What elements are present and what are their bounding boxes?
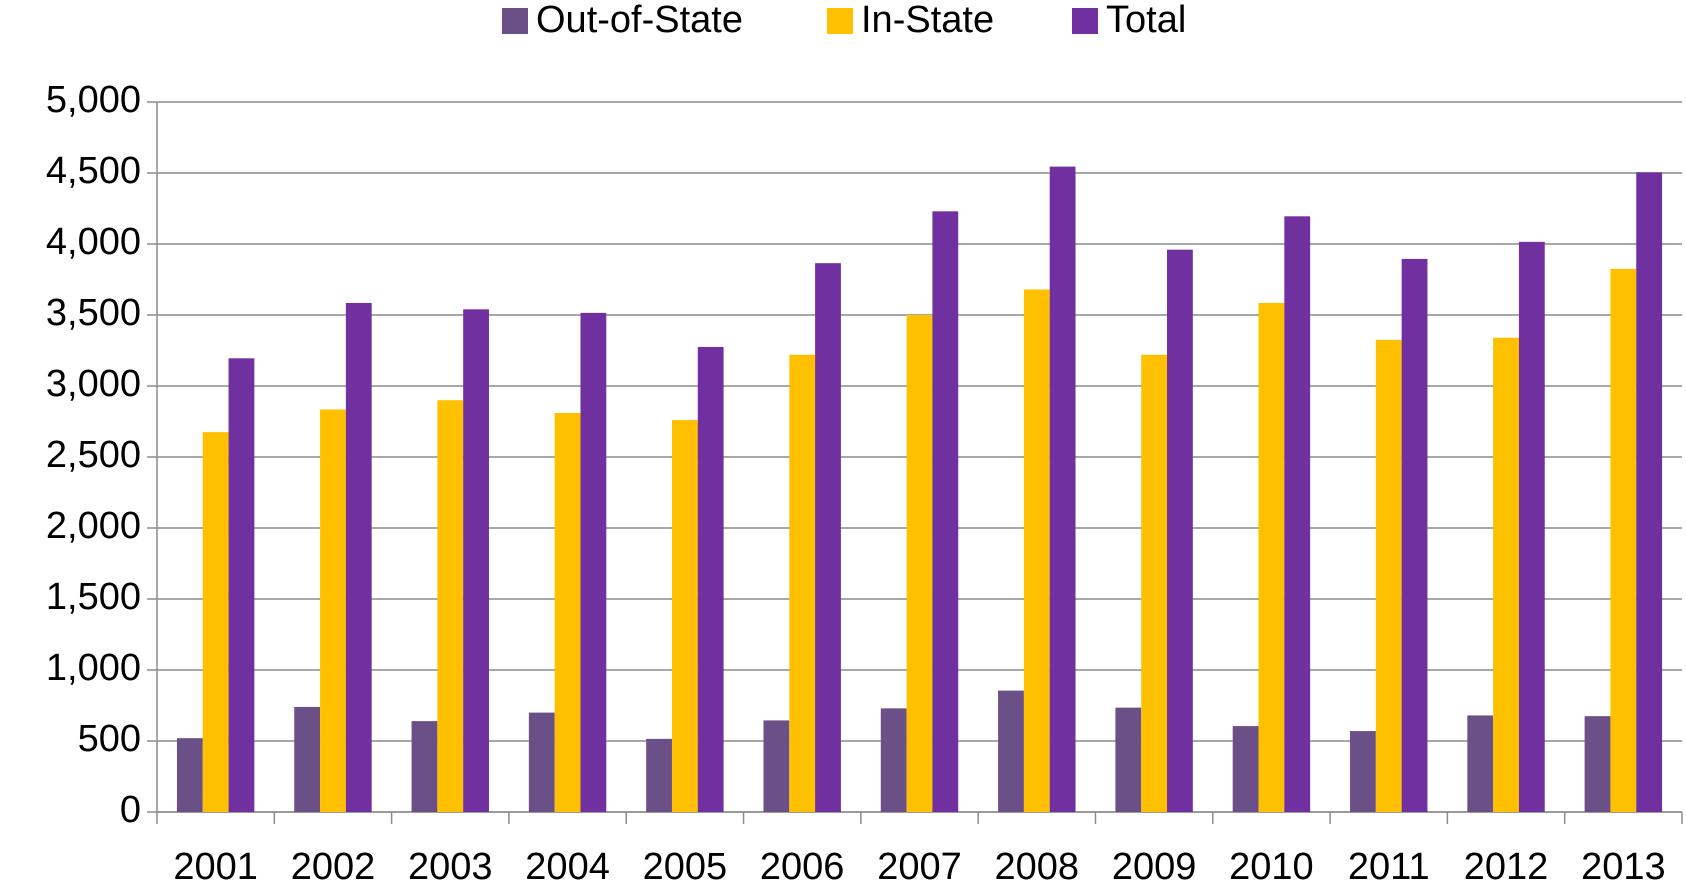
x-tick-label: 2010 <box>1229 846 1314 888</box>
bar <box>320 409 346 812</box>
bar <box>1023 289 1050 812</box>
bar <box>1493 337 1519 812</box>
y-tick-label: 4,000 <box>46 221 141 263</box>
bar <box>789 354 816 812</box>
y-tick-label: 3,500 <box>46 292 141 334</box>
x-tick-label: 2004 <box>525 846 610 888</box>
bar <box>580 312 607 812</box>
bar <box>1584 716 1611 812</box>
bar <box>1232 726 1259 812</box>
bar <box>1167 249 1193 812</box>
bar <box>671 420 698 812</box>
legend-label: Out-of-State <box>536 0 743 41</box>
bar <box>646 738 672 812</box>
x-tick-label: 2003 <box>408 846 493 888</box>
bar <box>1636 172 1663 813</box>
x-tick-label: 2007 <box>877 846 962 888</box>
bar <box>1049 166 1076 813</box>
y-tick-label: 1,000 <box>46 647 141 689</box>
bar <box>437 400 464 812</box>
x-tick-label: 2002 <box>291 846 376 888</box>
x-tick-label: 2001 <box>173 846 258 888</box>
y-tick-label: 2,000 <box>46 505 141 547</box>
bar <box>176 738 203 812</box>
bar <box>1375 339 1402 812</box>
bar <box>880 708 907 812</box>
bar <box>1518 241 1545 812</box>
bar <box>463 309 489 812</box>
bar <box>1467 715 1494 812</box>
bar <box>528 712 555 812</box>
bar <box>1284 216 1311 812</box>
legend-label: Total <box>1106 0 1186 41</box>
y-tick-label: 500 <box>78 718 141 760</box>
legend-swatch <box>827 8 853 34</box>
x-tick-label: 2008 <box>995 846 1080 888</box>
bar <box>1115 707 1142 812</box>
bar <box>202 432 229 812</box>
bar <box>815 263 841 812</box>
y-tick-label: 1,500 <box>46 576 141 618</box>
legend-label: In-State <box>861 0 994 41</box>
y-tick-label: 0 <box>120 789 141 831</box>
bar <box>906 315 933 812</box>
x-tick-label: 2009 <box>1112 846 1197 888</box>
y-tick-label: 4,500 <box>46 150 141 192</box>
bar <box>1350 731 1376 812</box>
x-tick-label: 2006 <box>760 846 845 888</box>
bar <box>411 721 438 812</box>
bar <box>697 346 724 812</box>
legend-swatch <box>1072 8 1098 34</box>
bar <box>1258 302 1285 812</box>
bar <box>294 706 321 812</box>
bar <box>1141 354 1168 812</box>
bar <box>1610 268 1637 813</box>
y-tick-label: 5,000 <box>46 79 141 121</box>
bar <box>998 690 1024 812</box>
x-tick-label: 2013 <box>1581 846 1666 888</box>
bar <box>763 720 790 812</box>
bar <box>1401 258 1428 812</box>
x-tick-label: 2005 <box>643 846 728 888</box>
legend-swatch <box>502 8 528 34</box>
bar <box>554 412 581 812</box>
y-tick-label: 3,000 <box>46 363 141 405</box>
y-tick-label: 2,500 <box>46 434 141 476</box>
bar <box>345 302 372 812</box>
x-tick-label: 2012 <box>1464 846 1549 888</box>
x-tick-label: 2011 <box>1348 846 1430 888</box>
bar <box>228 358 255 812</box>
bar <box>932 211 959 813</box>
